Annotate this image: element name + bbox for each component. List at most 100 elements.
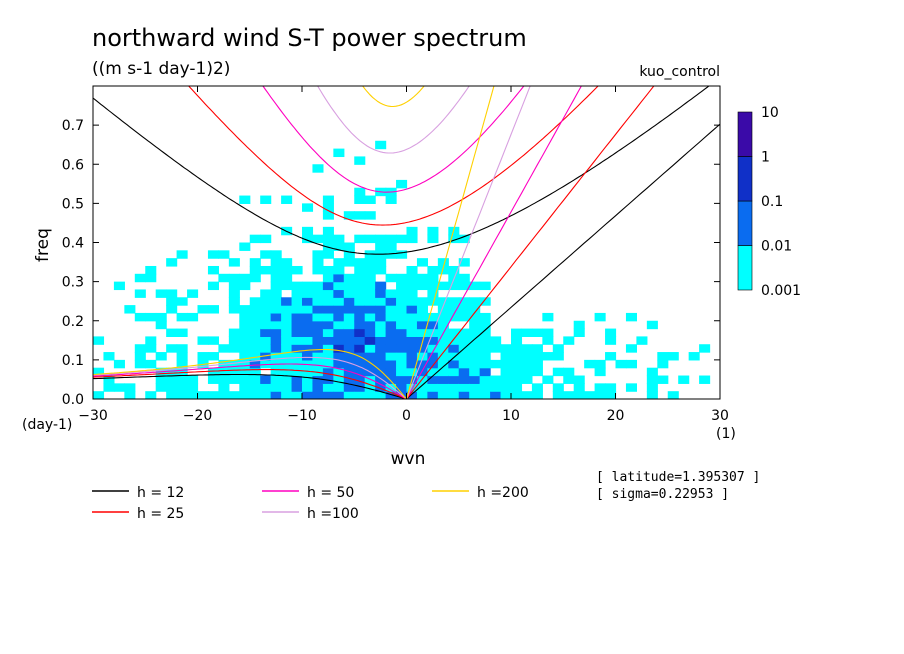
heat-cell [437, 258, 449, 267]
heat-cell [385, 297, 397, 306]
heat-cell [124, 391, 136, 399]
heat-cell [500, 352, 512, 361]
heat-cell [302, 203, 314, 212]
heat-cell [291, 297, 303, 306]
heat-cell [281, 383, 293, 392]
heat-cell [113, 281, 125, 291]
gravity-curve [317, 86, 470, 154]
heat-cell [281, 312, 293, 322]
heat-cell [270, 305, 282, 314]
heat-cell [458, 352, 470, 361]
heat-cell [260, 297, 272, 306]
heat-cell [166, 305, 178, 314]
heat-cell [207, 367, 219, 377]
heat-cell [364, 195, 376, 204]
heat-cell [166, 289, 178, 298]
heat-cell [176, 297, 188, 306]
heat-cell [322, 359, 334, 369]
heat-cell [270, 391, 282, 399]
heat-cell [521, 328, 533, 337]
heat-cell [448, 312, 460, 322]
heat-cell [145, 391, 157, 399]
heat-cell [385, 234, 397, 244]
heat-cell [312, 383, 324, 392]
heat-cell [406, 281, 418, 291]
heat-cell [406, 391, 418, 399]
heat-cell [458, 258, 470, 267]
heat-cell [490, 391, 502, 399]
heat-cell [260, 265, 272, 275]
heat-cell [145, 344, 157, 353]
heat-cell [406, 383, 418, 392]
heat-cell [396, 375, 408, 384]
heat-cell [364, 258, 376, 267]
heatmap-field [93, 140, 711, 399]
heat-cell [427, 391, 439, 399]
heat-cell [396, 352, 408, 361]
heat-cell [312, 265, 324, 275]
heat-cell [364, 281, 376, 291]
heat-cell [364, 359, 376, 369]
heat-cell [302, 289, 314, 298]
heat-cell [427, 281, 439, 291]
heat-cell [260, 305, 272, 314]
heat-cell [249, 344, 261, 353]
heat-cell [155, 289, 167, 298]
heat-cell [312, 289, 324, 298]
heat-cell [657, 352, 669, 361]
heat-cell [364, 336, 376, 345]
heat-cell [260, 336, 272, 345]
heat-cell [354, 336, 366, 345]
heat-cell [354, 265, 366, 275]
heat-cell [302, 320, 314, 330]
heat-cell [312, 352, 324, 361]
heat-cell [145, 312, 157, 322]
heat-cell [176, 344, 188, 353]
heat-cell [176, 312, 188, 322]
chart-units: ((m s-1 day-1)2) [92, 59, 230, 79]
heat-cell [448, 234, 460, 244]
heat-cell [448, 383, 460, 392]
heat-cell [396, 320, 408, 330]
heat-cell [249, 258, 261, 267]
heat-cell [343, 297, 355, 306]
heat-cell [469, 391, 481, 399]
heat-cell [375, 352, 387, 361]
heat-cell [375, 375, 387, 384]
heat-cell [511, 336, 523, 345]
heat-cell [406, 320, 418, 330]
heat-cell [239, 336, 251, 345]
x-tick-label: 10 [502, 408, 520, 424]
heat-cell [228, 367, 240, 377]
heat-cell [427, 336, 439, 345]
heat-cell [511, 367, 523, 377]
heat-cell [322, 297, 334, 306]
chart-title: northward wind S-T power spectrum [92, 24, 527, 52]
heat-cell [448, 344, 460, 353]
colorbar-label: 10 [761, 105, 779, 121]
colorbar-swatch [737, 111, 753, 157]
heat-cell [134, 344, 146, 353]
heat-cell [281, 281, 293, 291]
heat-cell [437, 320, 449, 330]
heat-cell [239, 320, 251, 330]
heat-cell [249, 328, 261, 337]
heat-cell [511, 352, 523, 361]
heat-cell [134, 289, 146, 298]
heat-cell [228, 344, 240, 353]
heat-cell [646, 383, 658, 392]
heat-cell [249, 367, 261, 377]
heat-cell [448, 281, 460, 291]
heat-cell [302, 344, 314, 353]
heat-cell [291, 281, 303, 291]
rossby-curve [93, 348, 720, 399]
heat-cell [176, 328, 188, 337]
heat-cell [531, 383, 543, 392]
heat-cell [270, 336, 282, 345]
heat-cell [260, 375, 272, 384]
heat-cell [406, 226, 418, 236]
heat-cell [437, 352, 449, 361]
heat-cell [239, 242, 251, 251]
heat-cell [375, 305, 387, 314]
heat-cell [364, 383, 376, 392]
